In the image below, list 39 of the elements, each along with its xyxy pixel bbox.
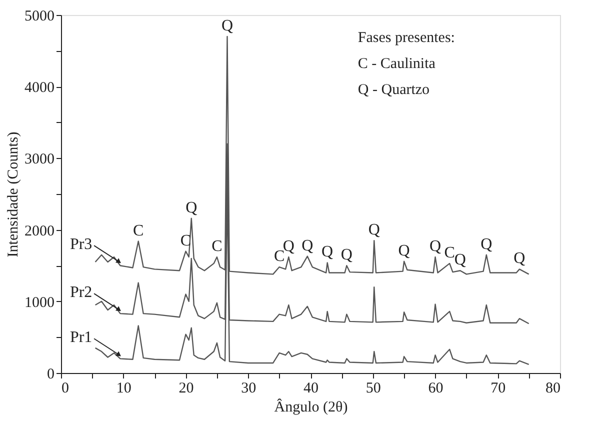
x-tick-label: 20 bbox=[178, 380, 194, 396]
y-tick-label: 2000 bbox=[24, 223, 54, 240]
series-label: Pr3 bbox=[70, 236, 92, 254]
x-tick-label: 30 bbox=[241, 380, 256, 396]
annotation: C bbox=[133, 222, 144, 240]
series-label: Pr1 bbox=[70, 329, 92, 346]
annotation: C bbox=[212, 238, 222, 256]
x-tick-label: 60 bbox=[428, 380, 444, 396]
y-tick-label: 0 bbox=[47, 366, 54, 382]
annotation: Q bbox=[514, 250, 526, 268]
series-label: Pr2 bbox=[70, 284, 92, 302]
annotation: Q bbox=[454, 252, 466, 269]
annotation: Q bbox=[221, 17, 234, 34]
annotation: Q bbox=[302, 237, 314, 254]
x-tick-label: 40 bbox=[304, 380, 318, 396]
annotation: Q bbox=[398, 242, 410, 260]
annotation: Q bbox=[186, 199, 198, 216]
x-tick-label: 70 bbox=[490, 380, 506, 396]
x-tick-label: 80 bbox=[546, 380, 560, 396]
annotation: Fases presentes: bbox=[358, 30, 455, 46]
y-tick-label: 4000 bbox=[24, 80, 54, 96]
y-tick-label: 5000 bbox=[24, 8, 54, 24]
x-tick-label: 10 bbox=[116, 380, 132, 396]
y-tick-label: 1000 bbox=[24, 294, 54, 311]
annotation: C bbox=[274, 248, 285, 266]
x-tick-label: 50 bbox=[366, 380, 381, 396]
annotation: Q bbox=[480, 236, 493, 253]
x-tick-label: 0 bbox=[62, 380, 69, 396]
annotation: C - Caulinita bbox=[358, 56, 436, 72]
annotation: Q bbox=[322, 244, 334, 261]
annotation: Q bbox=[429, 238, 442, 256]
annotation: Q bbox=[340, 246, 353, 264]
y-tick-label: 3000 bbox=[24, 152, 54, 168]
annotation: C bbox=[444, 244, 455, 262]
x-axis-title: Ângulo (2θ) bbox=[274, 398, 348, 416]
annotation: Q bbox=[368, 222, 380, 239]
y-axis-title: Intensidade (Counts) bbox=[6, 132, 22, 258]
annotation: Q bbox=[282, 238, 295, 256]
annotation: Q - Quartzo bbox=[358, 82, 430, 98]
